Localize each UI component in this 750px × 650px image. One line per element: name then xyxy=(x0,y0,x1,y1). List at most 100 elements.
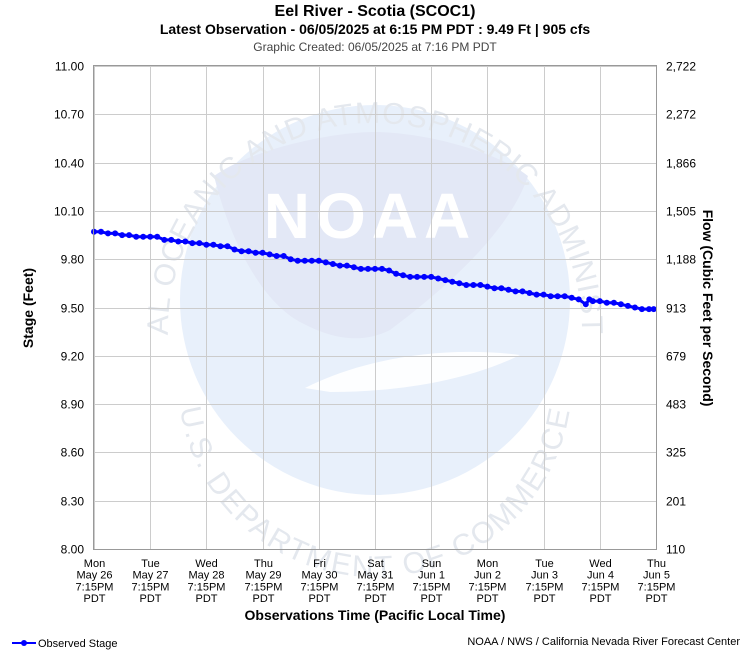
time-tick-line: PDT xyxy=(196,593,218,605)
flow-tick-label: 325 xyxy=(666,446,686,460)
graphic-created-text: Graphic Created: 06/05/2025 at 7:16 PM P… xyxy=(253,40,497,54)
time-tick-line: 7:15PM xyxy=(526,581,564,593)
observed-stage-point xyxy=(463,282,470,288)
flow-tick-label: 110 xyxy=(666,543,685,557)
time-tick-line: PDT xyxy=(646,593,668,605)
time-tick-line: Tue xyxy=(535,558,554,570)
time-tick-line: May 29 xyxy=(245,570,281,582)
time-tick-label: Tue Jun 3 7:15PM PDT xyxy=(526,558,564,605)
observed-stage-point xyxy=(449,278,456,285)
observed-stage-point xyxy=(533,291,540,298)
observed-stage-point xyxy=(589,298,596,305)
time-tick-label: Wed May 28 7:15PM PDT xyxy=(188,558,226,605)
stage-tick-label: 8.00 xyxy=(61,543,85,557)
flow-tick-label: 679 xyxy=(666,350,686,364)
time-tick-line: May 31 xyxy=(357,570,393,582)
stage-tick-label: 10.10 xyxy=(54,205,84,219)
time-tick-line: 7:15PM xyxy=(132,581,170,593)
watermark-bird xyxy=(214,132,528,339)
observed-stage-point xyxy=(561,293,568,300)
legend-label: Observed Stage xyxy=(38,638,118,650)
plot-border xyxy=(93,65,657,550)
time-tick-line: Mon xyxy=(84,558,105,570)
observed-stage-point xyxy=(329,261,336,267)
observed-stage-point xyxy=(343,262,350,269)
time-tick-line: 7:15PM xyxy=(245,581,283,593)
flow-tick-label: 2,272 xyxy=(666,108,696,122)
y2-axis-label: Flow (Cubic Feet per Second) xyxy=(700,210,716,407)
observed-stage-point xyxy=(414,273,421,280)
observed-stage-point xyxy=(287,256,294,263)
flow-tick-label: 1,188 xyxy=(666,253,696,267)
observed-stage-point xyxy=(554,293,561,300)
stage-tick-label: 8.60 xyxy=(61,446,85,460)
observed-stage-point xyxy=(407,273,414,280)
observed-stage-point xyxy=(336,262,343,269)
observed-stage-point xyxy=(224,243,231,250)
stage-tick-label: 11.00 xyxy=(55,60,84,74)
observed-stage-point xyxy=(540,291,547,298)
time-tick-line: 7:15PM xyxy=(301,581,339,593)
observed-stage-point xyxy=(119,232,126,239)
flow-tick-label: 1,505 xyxy=(666,205,696,219)
observed-stage-point xyxy=(175,238,182,245)
stage-tick-label: 8.30 xyxy=(61,495,85,509)
observed-stage-point xyxy=(350,264,357,271)
legend: Observed Stage xyxy=(12,638,118,650)
observed-stage-point xyxy=(259,249,266,256)
observed-stage-point xyxy=(547,293,554,300)
observed-stage-point xyxy=(112,230,119,237)
time-tick-label: Tue May 27 7:15PM PDT xyxy=(132,558,170,605)
observed-stage-point xyxy=(238,248,245,255)
time-tick-line: Thu xyxy=(254,558,273,570)
time-tick-line: Sun xyxy=(422,558,442,570)
observed-stage-point xyxy=(322,259,329,266)
observed-stage-point xyxy=(582,301,589,308)
observed-stage-point xyxy=(266,251,273,258)
observed-stage-point xyxy=(386,267,393,274)
observed-stage-point xyxy=(526,290,533,296)
observed-stage-point xyxy=(147,233,154,240)
time-tick-label: Mon May 26 7:15PM PDT xyxy=(76,558,114,605)
stage-tick-label: 8.90 xyxy=(61,398,85,412)
time-tick-line: May 30 xyxy=(301,570,337,582)
observed-stage-point xyxy=(428,273,435,280)
time-tick-line: Sat xyxy=(367,558,384,570)
time-tick-line: May 27 xyxy=(132,570,168,582)
y-axis-label: Stage (Feet) xyxy=(20,268,36,348)
observed-stage-point xyxy=(379,265,385,272)
time-tick-line: PDT xyxy=(84,593,106,605)
observed-stage-point xyxy=(231,246,238,253)
observed-stage-point xyxy=(196,240,203,247)
time-tick-line: May 28 xyxy=(188,570,224,582)
observed-stage-point xyxy=(624,302,631,309)
observed-stage-point xyxy=(273,253,280,259)
x-axis-label: Observations Time (Pacific Local Time) xyxy=(245,607,506,623)
observed-stage-point xyxy=(505,286,512,293)
watermark-logo-text: NOAA xyxy=(264,180,476,252)
observed-stage-point xyxy=(372,265,378,272)
observed-stage-point xyxy=(617,301,624,308)
time-tick-line: 7:15PM xyxy=(188,581,226,593)
observed-stage-point xyxy=(133,233,140,240)
legend-marker xyxy=(21,640,27,646)
observed-stage-point xyxy=(168,236,175,243)
observed-stage-point xyxy=(126,232,133,239)
observed-stage-point xyxy=(575,296,582,303)
stage-tick-label: 9.20 xyxy=(61,350,85,364)
time-tick-label: Thu May 29 7:15PM PDT xyxy=(245,558,283,605)
time-tick-label: Fri May 30 7:15PM PDT xyxy=(301,558,339,605)
observed-stage-point xyxy=(646,306,652,313)
stage-tick-label: 10.70 xyxy=(54,108,84,122)
time-tick-label: Sat May 31 7:15PM PDT xyxy=(357,558,395,605)
time-tick-label: Sun Jun 1 7:15PM PDT xyxy=(413,558,451,605)
observed-stage-point xyxy=(245,248,252,255)
stage-tick-label: 9.50 xyxy=(61,302,85,316)
observed-stage-point xyxy=(161,236,168,243)
time-tick-label: Thu Jun 5 7:15PM PDT xyxy=(638,558,676,605)
time-tick-line: 7:15PM xyxy=(638,581,676,593)
observed-stage-point xyxy=(217,243,224,250)
time-tick-line: May 26 xyxy=(76,570,112,582)
observed-stage-point xyxy=(421,273,428,280)
